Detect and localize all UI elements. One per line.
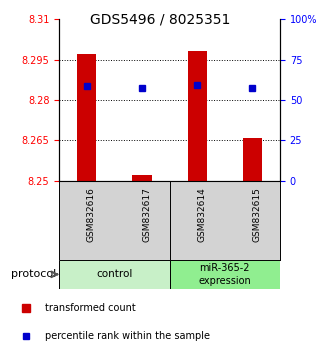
Bar bbox=[77, 54, 96, 181]
Text: protocol: protocol bbox=[11, 269, 56, 279]
Text: GSM832617: GSM832617 bbox=[142, 187, 151, 242]
Text: control: control bbox=[96, 269, 132, 279]
Text: GSM832616: GSM832616 bbox=[87, 187, 96, 242]
Text: percentile rank within the sample: percentile rank within the sample bbox=[45, 331, 210, 341]
Text: miR-365-2
expression: miR-365-2 expression bbox=[198, 263, 251, 286]
Bar bbox=[132, 175, 152, 181]
Bar bbox=[243, 138, 262, 181]
Text: GDS5496 / 8025351: GDS5496 / 8025351 bbox=[90, 12, 230, 27]
Bar bbox=[188, 51, 207, 181]
Text: transformed count: transformed count bbox=[45, 303, 136, 313]
Polygon shape bbox=[170, 260, 280, 289]
Polygon shape bbox=[59, 260, 170, 289]
Text: GSM832614: GSM832614 bbox=[197, 187, 206, 242]
Text: GSM832615: GSM832615 bbox=[252, 187, 261, 242]
